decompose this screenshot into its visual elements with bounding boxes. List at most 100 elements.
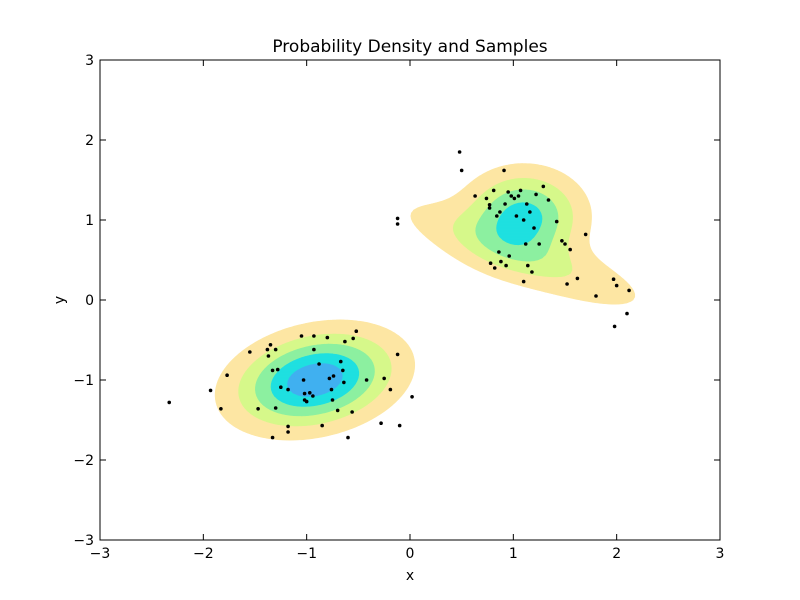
- sample-point: [248, 350, 252, 354]
- sample-point: [512, 196, 517, 201]
- sample-point: [317, 362, 321, 366]
- sample-point: [524, 202, 529, 206]
- sample-point: [526, 263, 530, 268]
- sample-point: [335, 408, 340, 413]
- sample-point: [546, 198, 551, 202]
- sample-point: [273, 347, 278, 352]
- sample-point: [341, 368, 345, 373]
- sample-point: [530, 270, 534, 274]
- sample-point: [625, 311, 629, 316]
- y-tick-label: 0: [85, 293, 94, 309]
- sample-point: [521, 279, 526, 284]
- sample-point: [286, 424, 290, 429]
- sample-point: [611, 277, 616, 282]
- sample-point: [329, 387, 334, 392]
- sample-point: [568, 247, 572, 252]
- sample-point: [473, 194, 477, 198]
- sample-point: [304, 399, 309, 404]
- sample-point: [523, 242, 528, 246]
- y-tick-label: 3: [85, 53, 94, 69]
- sample-point: [514, 214, 519, 218]
- sample-point: [457, 150, 462, 154]
- sample-point: [364, 378, 369, 382]
- y-tick-label: 1: [85, 213, 94, 229]
- x-tick-label: 3: [716, 546, 725, 562]
- sample-point: [503, 202, 507, 206]
- sample-point: [507, 254, 512, 258]
- sample-point: [346, 435, 350, 440]
- sample-point: [506, 190, 510, 194]
- sample-point: [410, 395, 414, 399]
- sample-point: [504, 263, 508, 268]
- sample-point: [299, 334, 304, 338]
- sample-point: [614, 283, 619, 288]
- sample-point: [563, 242, 567, 246]
- sample-point: [270, 435, 275, 440]
- sample-point: [208, 388, 213, 393]
- sample-point: [388, 387, 393, 392]
- y-tick-label: −1: [73, 373, 94, 389]
- sample-point: [554, 219, 559, 224]
- sample-point: [350, 410, 354, 414]
- sample-point: [256, 407, 260, 411]
- sample-point: [379, 421, 383, 426]
- sample-point: [286, 430, 290, 434]
- sample-point: [219, 407, 223, 411]
- sample-point: [395, 352, 400, 357]
- sample-point: [343, 339, 347, 344]
- sample-point: [498, 210, 502, 214]
- x-tick-label: −1: [296, 546, 317, 562]
- sample-point: [327, 376, 332, 381]
- sample-point: [484, 196, 489, 201]
- sample-point: [279, 385, 283, 390]
- sample-point: [325, 335, 330, 340]
- sample-points: [167, 150, 631, 440]
- x-tick-label: 2: [612, 546, 621, 562]
- sample-point: [395, 222, 400, 226]
- y-axis-label: y: [52, 296, 68, 304]
- sample-point: [270, 368, 275, 373]
- sample-point: [265, 347, 270, 352]
- sample-point: [495, 214, 499, 218]
- x-tick-label: −2: [193, 546, 214, 562]
- sample-point: [612, 324, 617, 329]
- sample-point: [167, 400, 172, 405]
- sample-point: [541, 184, 546, 189]
- sample-point: [509, 194, 514, 198]
- axis-ticks: −3 −2 −1 0 1 2 3 −3 −2 −1 0 1 2 3: [73, 53, 724, 562]
- sample-point: [273, 406, 278, 410]
- contour-edge: [287, 363, 343, 397]
- contour-level-5: [287, 363, 343, 397]
- sample-point: [499, 259, 503, 264]
- sample-point: [491, 188, 496, 193]
- sample-point: [528, 210, 532, 214]
- sample-point: [521, 218, 526, 222]
- sample-point: [565, 282, 569, 286]
- sample-point: [532, 226, 536, 230]
- sample-point: [395, 216, 400, 221]
- sample-point: [330, 398, 335, 402]
- contour-edge: [214, 163, 636, 441]
- sample-point: [518, 188, 523, 193]
- contour-edge: [238, 177, 573, 427]
- sample-point: [302, 391, 307, 396]
- sample-point: [627, 288, 631, 293]
- sample-point: [516, 194, 521, 198]
- sample-point: [268, 343, 273, 347]
- sample-point: [351, 336, 355, 341]
- sample-point: [534, 192, 538, 197]
- sample-point: [311, 394, 315, 398]
- sample-point: [275, 367, 280, 372]
- sample-point: [312, 347, 316, 352]
- sample-point: [575, 276, 580, 281]
- sample-point: [301, 378, 306, 382]
- x-axis-label: x: [406, 568, 414, 584]
- sample-point: [312, 334, 316, 338]
- sample-point: [338, 359, 343, 364]
- sample-point: [487, 206, 492, 210]
- sample-point: [488, 261, 493, 266]
- contour-edge: [270, 202, 543, 407]
- sample-point: [502, 168, 506, 173]
- chart-title: Probability Density and Samples: [272, 37, 547, 57]
